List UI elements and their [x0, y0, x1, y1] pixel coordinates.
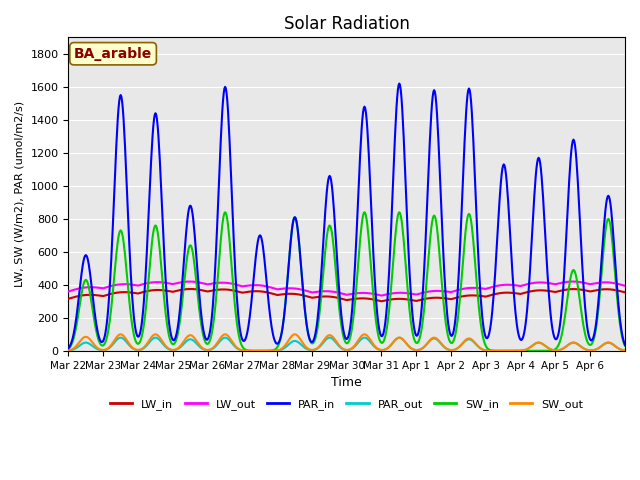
X-axis label: Time: Time: [332, 376, 362, 389]
Text: BA_arable: BA_arable: [74, 47, 152, 61]
Title: Solar Radiation: Solar Radiation: [284, 15, 410, 33]
Legend: LW_in, LW_out, PAR_in, PAR_out, SW_in, SW_out: LW_in, LW_out, PAR_in, PAR_out, SW_in, S…: [106, 395, 588, 414]
Y-axis label: LW, SW (W/m2), PAR (umol/m2/s): LW, SW (W/m2), PAR (umol/m2/s): [15, 101, 25, 287]
